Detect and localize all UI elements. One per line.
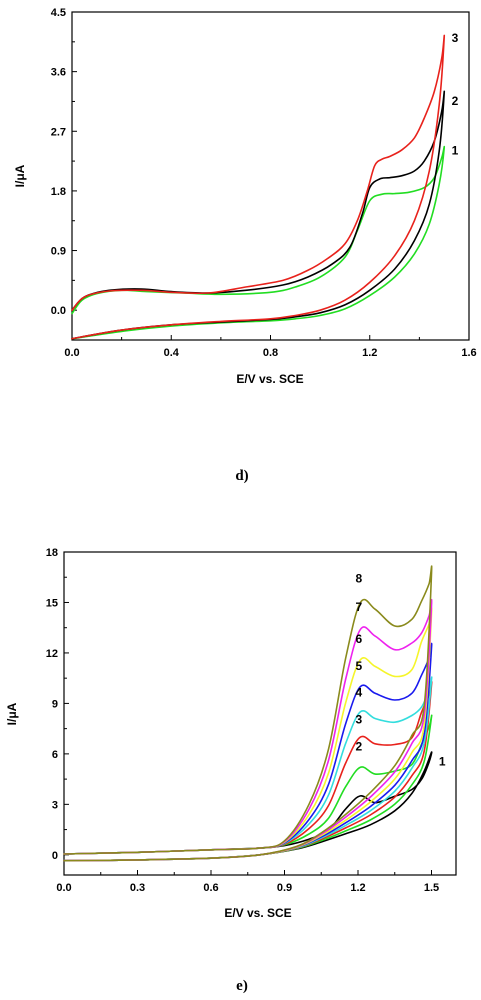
curve-labels: 1 2 3 4 5 6 7 8: [356, 571, 446, 768]
y-tick-label: 4.5: [51, 7, 66, 19]
y-tick-labels: 0 3 6 9 12 15 18: [46, 547, 58, 862]
series-label-2: 2: [356, 740, 363, 754]
x-tick-label: 1.5: [424, 882, 439, 894]
series-label-7: 7: [356, 600, 363, 614]
series-curve-6: [63, 607, 433, 862]
y-tick-label: 2.7: [51, 126, 66, 138]
x-tick-label: 1.6: [461, 347, 476, 359]
series-curve-4: [63, 676, 433, 862]
y-tick-label: 6: [52, 749, 58, 761]
x-tick-label: 0.6: [203, 882, 218, 894]
series-label-5: 5: [356, 659, 363, 673]
y-tick-labels: 0.0 0.9 1.8 2.7 3.6 4.5: [51, 7, 66, 317]
x-tick-labels: 0.0 0.4 0.8 1.2 1.6: [64, 347, 476, 359]
plot-frame: [63, 551, 457, 876]
tick-marks: [63, 551, 432, 875]
x-tick-label: 1.2: [362, 347, 377, 359]
series-curve-1: [71, 145, 446, 340]
y-tick-label: 12: [46, 648, 58, 660]
series-curve-2: [63, 714, 433, 862]
series-label-4: 4: [356, 686, 363, 700]
panel-label-d: d): [235, 468, 248, 484]
y-tick-label: 3.6: [51, 67, 66, 79]
curve-labels: 1 2 3: [452, 31, 459, 158]
chart-d: 0.0 0.4 0.8 1.2 1.6 0.0 0.9 1.8 2.7 3.6 4.5 1 2 3 E…: [13, 7, 477, 386]
tick-marks: [71, 11, 470, 340]
series-curve-3: [71, 34, 446, 340]
series-curve-2: [71, 90, 446, 340]
series-label-1: 1: [439, 755, 446, 769]
y-tick-label: 18: [46, 547, 58, 559]
x-tick-label: 0.3: [130, 882, 145, 894]
x-tick-labels: 0.0 0.3 0.6 0.9 1.2 1.5: [56, 882, 439, 894]
series-label-2: 2: [452, 94, 459, 108]
y-axis-label: I/μA: [13, 164, 27, 187]
curves: [63, 565, 433, 862]
x-axis-label: E/V vs. SCE: [224, 906, 291, 920]
series-label-3: 3: [356, 713, 363, 727]
series-label-1: 1: [452, 143, 459, 157]
series-label-3: 3: [452, 31, 459, 45]
series-label-8: 8: [356, 571, 363, 585]
x-tick-label: 1.2: [350, 882, 365, 894]
y-tick-label: 0: [52, 850, 58, 862]
y-tick-label: 0.0: [51, 305, 66, 317]
x-tick-label: 0.4: [164, 347, 180, 359]
x-tick-label: 0.0: [64, 347, 79, 359]
series-label-6: 6: [356, 632, 363, 646]
x-tick-label: 0.0: [56, 882, 71, 894]
panel-label-e: e): [236, 978, 248, 994]
y-tick-label: 15: [46, 597, 58, 609]
y-tick-label: 0.9: [51, 246, 66, 258]
x-axis-label: E/V vs. SCE: [236, 372, 303, 386]
y-tick-label: 9: [52, 698, 58, 710]
x-tick-label: 0.9: [277, 882, 292, 894]
x-tick-label: 0.8: [263, 347, 278, 359]
y-axis-label: I/μA: [5, 702, 19, 725]
series-curve-3: [63, 681, 433, 862]
series-curve-5: [63, 642, 433, 862]
series-curve-8: [63, 565, 433, 862]
y-tick-label: 3: [52, 799, 58, 811]
curves: [71, 34, 446, 340]
y-tick-label: 1.8: [51, 186, 66, 198]
